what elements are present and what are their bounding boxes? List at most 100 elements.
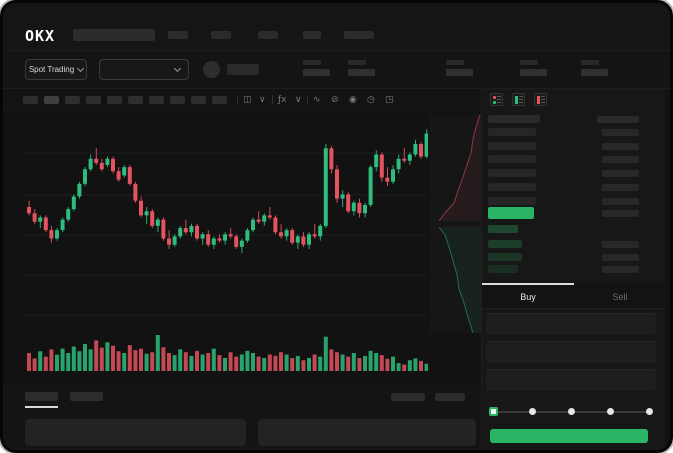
book-bids-icon[interactable] xyxy=(512,93,525,106)
ask-row[interactable] xyxy=(488,196,536,205)
slider-stop[interactable] xyxy=(568,408,575,415)
timeframe-button-placeholder[interactable] xyxy=(191,96,206,104)
order-input-placeholder[interactable] xyxy=(486,341,656,363)
stat-value-placeholder xyxy=(581,69,608,76)
nav-link-placeholder[interactable] xyxy=(211,31,231,39)
top-navigation-bar: OKX xyxy=(3,3,670,51)
book-amount-header-placeholder xyxy=(597,116,639,123)
ask-row[interactable] xyxy=(488,128,536,136)
book-asks-icon[interactable] xyxy=(534,93,547,106)
bid-row[interactable] xyxy=(488,265,518,273)
chevron-down-icon[interactable]: ∨ xyxy=(295,95,302,105)
stat-label-placeholder xyxy=(581,60,599,65)
stat-label-placeholder xyxy=(348,60,366,65)
bottom-action-placeholder[interactable] xyxy=(435,393,465,401)
market-type-selector[interactable]: Spot Trading xyxy=(25,59,87,80)
nav-link-placeholder[interactable] xyxy=(303,31,321,39)
stat-value-placeholder xyxy=(520,69,547,76)
timeframe-button-placeholder[interactable] xyxy=(170,96,185,104)
ask-amount xyxy=(602,197,639,205)
timeframe-button-placeholder[interactable] xyxy=(128,96,143,104)
timeframe-button-placeholder[interactable] xyxy=(65,96,80,104)
nav-link-placeholder[interactable] xyxy=(344,31,374,39)
buy-submit-button[interactable] xyxy=(490,429,648,443)
stat-value-placeholder xyxy=(446,69,473,76)
bottom-tab[interactable] xyxy=(70,392,103,401)
ask-amount xyxy=(602,129,639,136)
bottom-tab-active[interactable] xyxy=(25,392,58,401)
stat-label-placeholder xyxy=(303,60,321,65)
timeframe-button-placeholder[interactable] xyxy=(86,96,101,104)
tab-sell[interactable]: Sell xyxy=(612,292,628,302)
indicators-icon[interactable]: ƒx xyxy=(278,95,287,105)
nav-link-placeholder[interactable] xyxy=(168,31,188,39)
market-sub-bar: Spot Trading xyxy=(3,51,670,89)
line-tool-icon[interactable]: ∿ xyxy=(313,95,321,105)
bid-amount xyxy=(602,254,639,261)
ask-row[interactable] xyxy=(488,169,536,178)
bottom-field-placeholder[interactable] xyxy=(258,419,476,446)
bottom-panel xyxy=(3,385,481,450)
toolbar-divider: | xyxy=(271,95,275,105)
pair-coin-icon xyxy=(203,61,220,78)
bid-row[interactable] xyxy=(488,225,518,233)
nav-link-placeholder[interactable] xyxy=(258,31,278,39)
slider-stop[interactable] xyxy=(646,408,653,415)
order-input-placeholder[interactable] xyxy=(486,313,656,335)
toolbar-divider: | xyxy=(306,95,310,105)
candlestick-chart[interactable] xyxy=(23,113,429,375)
bottom-field-placeholder[interactable] xyxy=(25,419,246,446)
book-combined-icon[interactable] xyxy=(490,93,503,106)
depth-chart xyxy=(430,114,483,334)
stat-label-placeholder xyxy=(446,60,464,65)
chevron-down-icon xyxy=(77,64,85,73)
ask-amount xyxy=(602,183,639,191)
order-book-panel: Buy Sell xyxy=(481,89,666,450)
tab-buy[interactable]: Buy xyxy=(520,292,536,302)
slider-stop[interactable] xyxy=(607,408,614,415)
stat-value-placeholder xyxy=(348,69,375,76)
ask-row[interactable] xyxy=(488,141,536,150)
timeframe-button-placeholder[interactable] xyxy=(107,96,122,104)
bid-amount xyxy=(602,266,639,273)
active-tab-indicator xyxy=(482,283,574,285)
bottom-action-placeholder[interactable] xyxy=(391,393,425,401)
settings-icon[interactable]: ◷ xyxy=(367,95,375,105)
bid-row[interactable] xyxy=(488,253,522,261)
bid-amount xyxy=(602,241,639,248)
timeframe-button-placeholder[interactable] xyxy=(44,96,59,104)
screenshot-icon[interactable]: ◉ xyxy=(349,95,357,105)
draw-tool-icon[interactable]: ⊘ xyxy=(331,95,339,105)
ticker-placeholder xyxy=(73,29,155,41)
trade-tabs: Buy Sell xyxy=(482,283,666,309)
okx-logo: OKX xyxy=(25,27,56,45)
chart-toolbar: | ◫ ∨ | ƒx ∨ | ∿ ⊘ ◉ ◷ ◳ xyxy=(3,90,481,111)
fullscreen-icon[interactable]: ◳ xyxy=(385,95,394,105)
bid-row[interactable] xyxy=(488,240,522,248)
ask-row[interactable] xyxy=(488,155,536,164)
timeframe-button-placeholder[interactable] xyxy=(23,96,38,104)
last-price-badge[interactable] xyxy=(488,207,534,219)
ask-row[interactable] xyxy=(488,182,536,191)
candle-type-icon[interactable]: ◫ xyxy=(243,95,252,105)
pair-dropdown[interactable] xyxy=(99,59,189,80)
timeframe-button-placeholder[interactable] xyxy=(149,96,164,104)
ask-amount xyxy=(602,142,639,150)
ask-amount xyxy=(602,170,639,178)
pair-name-placeholder xyxy=(227,64,259,75)
timeframe-button-placeholder[interactable] xyxy=(212,96,227,104)
stat-value-placeholder xyxy=(303,69,330,76)
slider-handle[interactable] xyxy=(489,407,498,416)
order-input-placeholder[interactable] xyxy=(486,369,656,391)
stat-label-placeholder xyxy=(520,60,538,65)
chevron-down-icon[interactable]: ∨ xyxy=(259,95,266,105)
book-price-header-placeholder xyxy=(488,115,540,123)
bottom-tab-underline xyxy=(25,406,58,408)
toolbar-divider: | xyxy=(236,95,240,105)
market-type-label: Spot Trading xyxy=(28,65,75,74)
slider-stop[interactable] xyxy=(529,408,536,415)
chevron-down-icon xyxy=(173,64,182,73)
ask-amount xyxy=(602,156,639,164)
last-price-amount xyxy=(602,210,639,217)
